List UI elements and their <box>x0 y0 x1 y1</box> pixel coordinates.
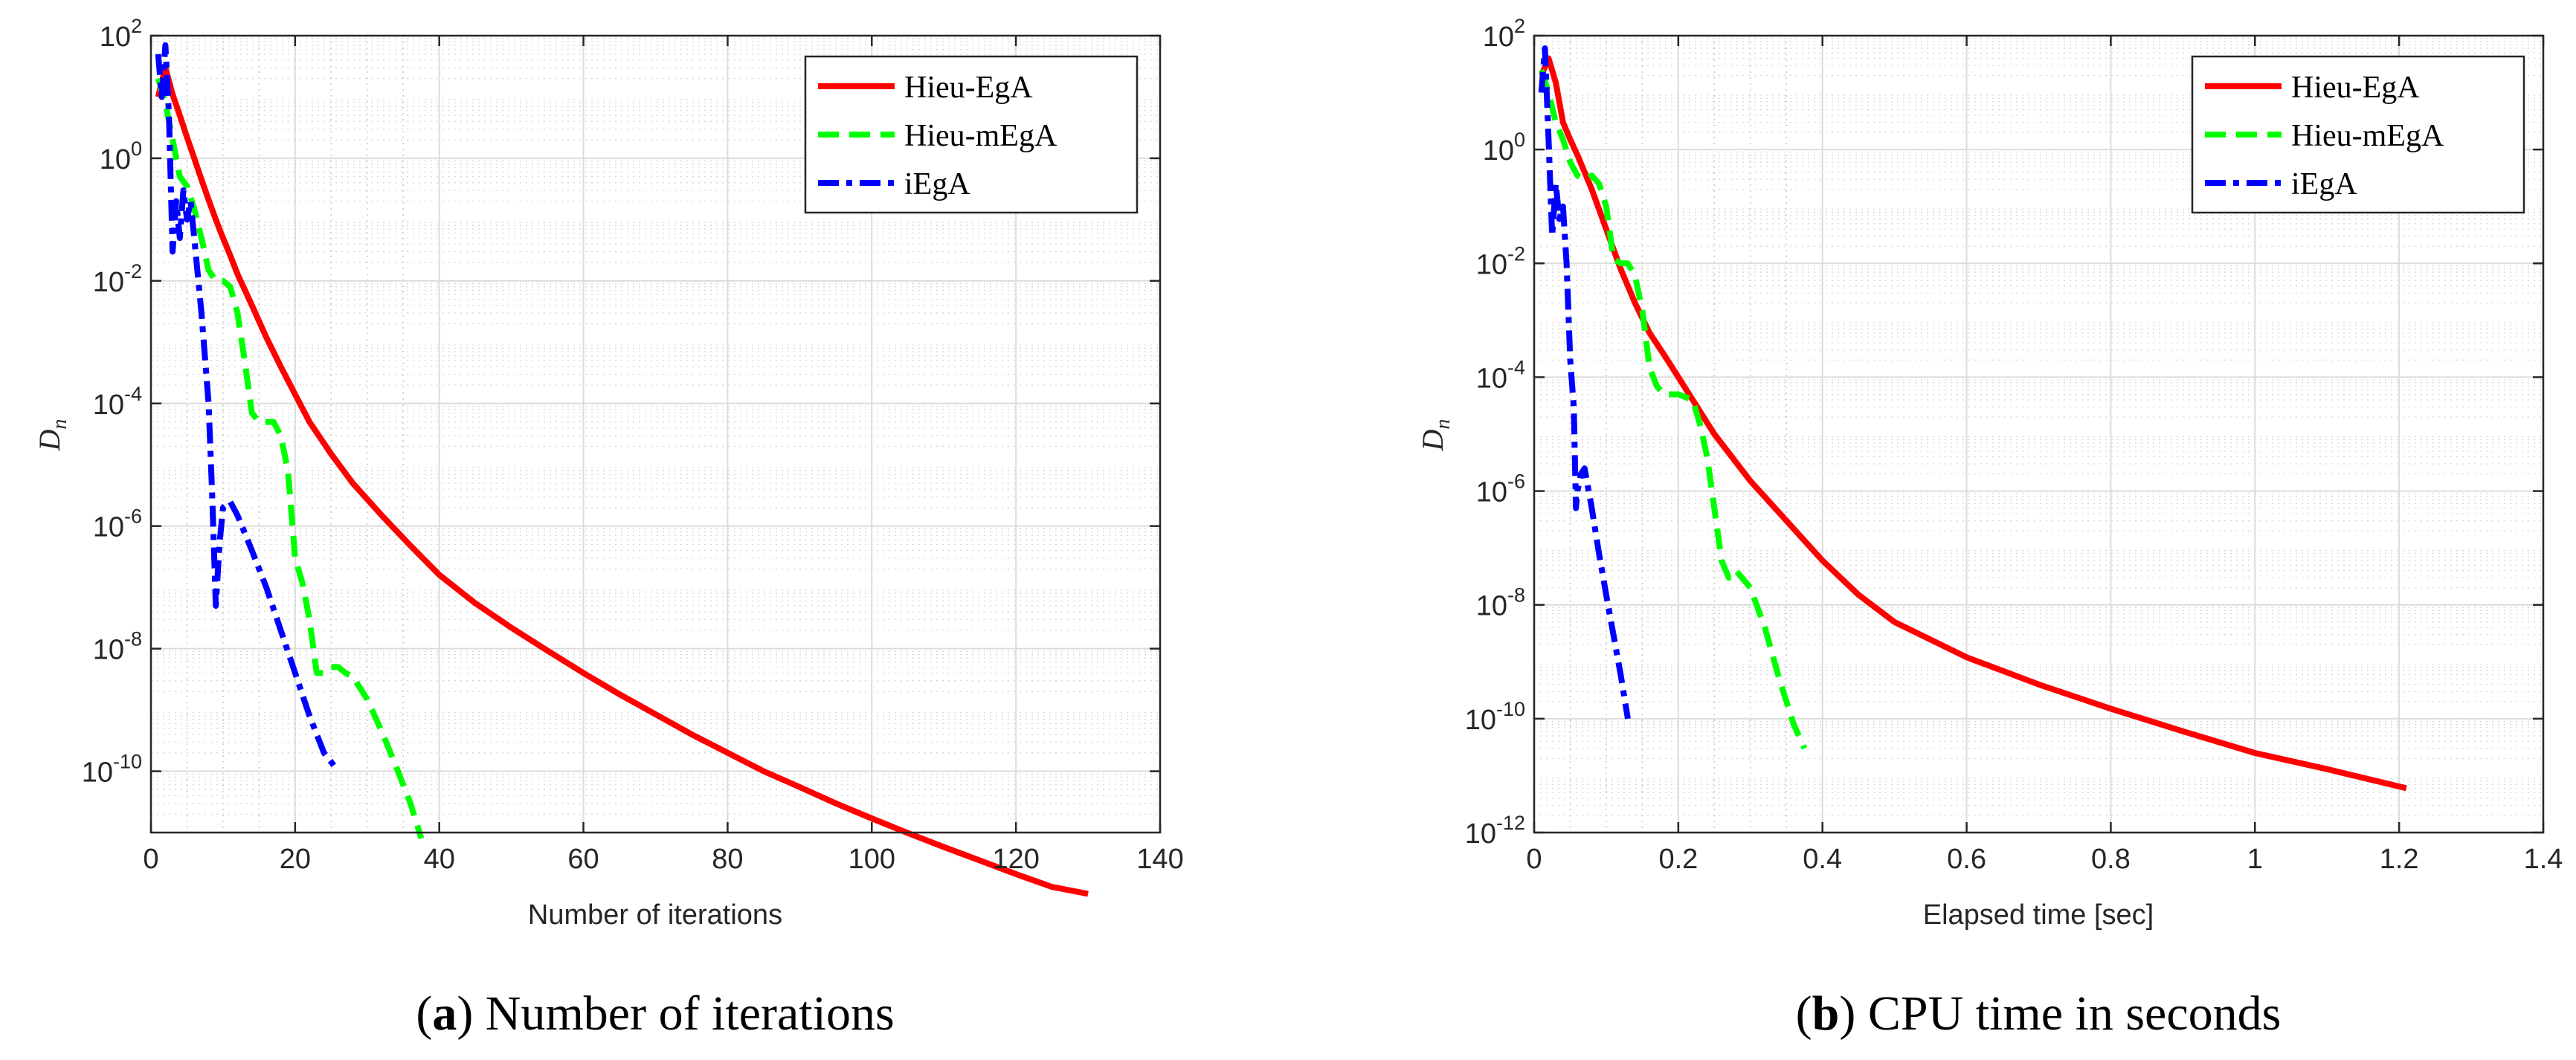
x-tick-label: 80 <box>712 844 743 875</box>
panel-a-series-iega <box>155 42 341 773</box>
y-tick-label: 10-6 <box>1476 471 1525 508</box>
panel-b-xtick-labels: 0 0.2 0.4 0.6 0.8 1 1.2 1.4 <box>1526 844 2563 875</box>
panel-a-ticks <box>149 34 1162 833</box>
panel-b-series <box>1538 45 2407 792</box>
panel-b-series-iega <box>1538 45 1631 720</box>
panel-b-legend-label-iega: iEgA <box>2291 167 2357 201</box>
y-tick-label: 10-8 <box>1476 584 1525 622</box>
panel-b-series-hieu-megA <box>1538 68 1808 750</box>
y-tick-label: 10-12 <box>1465 812 1525 850</box>
panel-a-series-hieu-megA <box>155 77 425 840</box>
y-tick-label: 10-6 <box>93 505 142 543</box>
x-tick-label: 100 <box>849 844 895 875</box>
panel-a-xlabel: Number of iterations <box>528 899 782 931</box>
y-tick-label: 100 <box>1483 129 1525 167</box>
panel-b-xlabel: Elapsed time [sec] <box>1923 899 2154 931</box>
panel-a-chart: 0 20 40 60 80 100 120 140 10-10 10-8 10-6 10-4 10-2… <box>33 15 1184 1041</box>
panel-b-caption: (b) CPU time in seconds <box>1796 986 2282 1041</box>
panel-a-legend-label-hieu-megA: Hieu-mEgA <box>904 119 1057 153</box>
x-tick-label: 1.2 <box>2380 844 2419 875</box>
panel-b-ytick-labels: 10-12 10-10 10-8 10-6 10-4 10-2 100 102 <box>1465 15 1525 850</box>
panel-a-caption: (a) Number of iterations <box>416 986 894 1041</box>
panel-a-legend-label-hieu-ega: Hieu-EgA <box>904 71 1033 105</box>
x-tick-label: 40 <box>424 844 455 875</box>
panel-b-ylabel: Dn <box>1416 419 1455 452</box>
x-tick-label: 20 <box>280 844 311 875</box>
x-tick-label: 120 <box>992 844 1039 875</box>
y-tick-label: 10-8 <box>93 628 142 666</box>
y-tick-label: 100 <box>100 138 142 175</box>
panel-b-legend: Hieu-EgA Hieu-mEgA iEgA <box>2191 55 2525 214</box>
x-tick-label: 0 <box>143 844 158 875</box>
panel-a-minor-grid <box>151 36 1160 833</box>
panel-a-ylabel: Dn <box>33 419 71 452</box>
x-tick-label: 0.8 <box>2091 844 2131 875</box>
x-tick-label: 0.2 <box>1658 844 1698 875</box>
y-tick-label: 10-10 <box>82 751 142 789</box>
panel-a-xtick-labels: 0 20 40 60 80 100 120 140 <box>143 844 1183 875</box>
panel-a-legend-label-iega: iEgA <box>904 167 970 201</box>
y-tick-label: 10-2 <box>1476 242 1525 280</box>
y-tick-label: 10-2 <box>93 260 142 298</box>
y-tick-label: 10-4 <box>93 383 142 421</box>
x-tick-label: 1.4 <box>2524 844 2563 875</box>
x-tick-label: 0 <box>1526 844 1542 875</box>
panel-b-legend-label-hieu-megA: Hieu-mEgA <box>2291 119 2444 153</box>
y-tick-label: 102 <box>1483 15 1525 53</box>
y-tick-label: 102 <box>100 15 142 53</box>
panel-a-legend: Hieu-EgA Hieu-mEgA iEgA <box>804 55 1139 214</box>
panel-b-chart: 0 0.2 0.4 0.6 0.8 1 1.2 1.4 10-1210-1010-810-61… <box>1416 15 2563 1041</box>
panel-a-axes-frame <box>149 34 1162 834</box>
panel-b-legend-label-hieu-ega: Hieu-EgA <box>2291 71 2420 105</box>
panel-a-ytick-labels: 10-10 10-8 10-6 10-4 10-2 100 102 <box>82 15 142 789</box>
panel-b-axes-frame <box>1533 34 2545 834</box>
panel-b-ticks <box>1533 34 2545 834</box>
x-tick-label: 60 <box>567 844 599 875</box>
panel-a-series-hieu-ega <box>155 65 1089 897</box>
panel-a-major-grid <box>151 36 1160 833</box>
x-tick-label: 0.4 <box>1803 844 1842 875</box>
x-tick-label: 140 <box>1136 844 1183 875</box>
x-tick-label: 0.6 <box>1947 844 1986 875</box>
y-tick-label: 10-10 <box>1465 698 1525 736</box>
panel-a-series <box>155 42 1089 897</box>
x-tick-label: 1 <box>2247 844 2263 875</box>
y-tick-label: 10-4 <box>1476 356 1525 394</box>
